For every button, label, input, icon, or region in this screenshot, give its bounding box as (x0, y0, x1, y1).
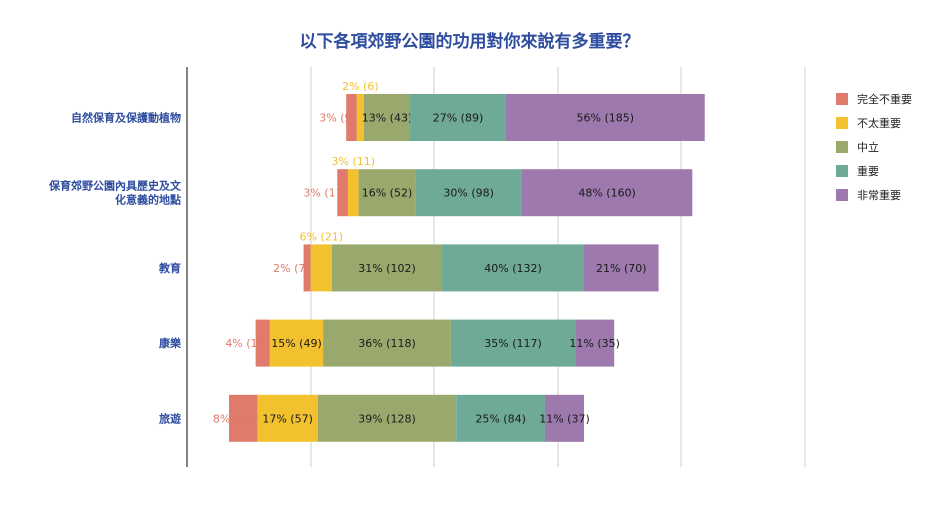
legend-swatch (836, 140, 848, 153)
bar-segment (450, 319, 576, 367)
legend-swatch (836, 188, 848, 201)
legend-swatch (836, 92, 848, 105)
bar-segment (575, 319, 615, 367)
bar-segment (521, 169, 693, 217)
legend-swatch (836, 116, 848, 129)
legend-item: 非常重要 (836, 186, 912, 203)
bar-segment (257, 394, 318, 442)
bar-segment (303, 244, 311, 292)
data-label: 3% (11) (332, 155, 376, 168)
bar-segment (415, 169, 522, 217)
bar-segment (442, 244, 585, 292)
data-label: 11% (35) (569, 337, 620, 350)
legend-item: 不太重要 (836, 114, 912, 131)
bar-segment (505, 94, 705, 141)
data-label: 30% (98) (443, 187, 494, 200)
data-label: 13% (43) (362, 112, 413, 125)
data-label: 48% (160) (578, 187, 636, 200)
data-label: 17% (57) (262, 412, 313, 425)
data-label: 16% (52) (362, 187, 413, 200)
legend-swatch (836, 164, 848, 177)
category-label: 自然保育及保護動植物 (71, 111, 181, 125)
bar-segment (331, 244, 443, 292)
legend: 完全不重要不太重要中立重要非常重要 (836, 90, 912, 210)
category-label: 旅遊 (159, 411, 181, 425)
bar-segment (323, 319, 451, 367)
legend-label: 非常重要 (857, 188, 901, 202)
data-label: 4% (13) (225, 337, 269, 350)
data-label: 6% (21) (300, 230, 344, 243)
data-label: 31% (102) (358, 262, 416, 275)
bar-segment (310, 244, 332, 292)
data-label: 11% (37) (539, 412, 590, 425)
bar-segment (410, 94, 506, 141)
legend-item: 中立 (836, 138, 912, 155)
data-label: 40% (132) (484, 262, 542, 275)
data-label: 25% (84) (475, 412, 526, 425)
bar-segment (317, 394, 457, 442)
data-label: 39% (128) (358, 412, 416, 425)
bar-segment (229, 394, 258, 442)
bar-segment (356, 94, 364, 141)
data-label: 27% (89) (433, 112, 484, 125)
bar-segment (347, 169, 359, 217)
bar-segment (255, 319, 270, 367)
data-label: 2% (6) (342, 80, 379, 93)
category-label: 教育 (158, 261, 181, 275)
bar-segment (337, 169, 348, 217)
legend-label: 完全不重要 (857, 92, 912, 106)
bar-segment (346, 94, 357, 141)
data-label: 3% (9) (319, 112, 356, 125)
bar-segment (584, 244, 659, 292)
data-label: 3% (11) (303, 187, 347, 200)
data-label: 35% (117) (484, 337, 542, 350)
bar-segment (269, 319, 324, 367)
category-label: 康樂 (159, 336, 182, 350)
data-label: 2% (7) (273, 262, 310, 275)
chart-title: 以下各項郊野公園的功用對你來說有多重要？ (299, 32, 640, 52)
data-label: 8% (26) (213, 412, 257, 425)
data-label: 36% (118) (358, 337, 416, 350)
legend-label: 重要 (857, 164, 879, 178)
legend-item: 重要 (836, 162, 912, 179)
legend-item: 完全不重要 (836, 90, 912, 107)
legend-label: 中立 (857, 140, 879, 154)
category-label: 保育郊野公園內具歷史及文化意義的地點 (48, 179, 182, 207)
bar-segment (358, 169, 416, 217)
bar-segment (363, 94, 411, 141)
data-label: 15% (49) (271, 337, 322, 350)
bar-segment (456, 394, 545, 442)
legend-label: 不太重要 (857, 116, 901, 130)
data-label: 56% (185) (577, 112, 635, 125)
data-label: 21% (70) (596, 262, 647, 275)
bar-segment (544, 394, 585, 442)
